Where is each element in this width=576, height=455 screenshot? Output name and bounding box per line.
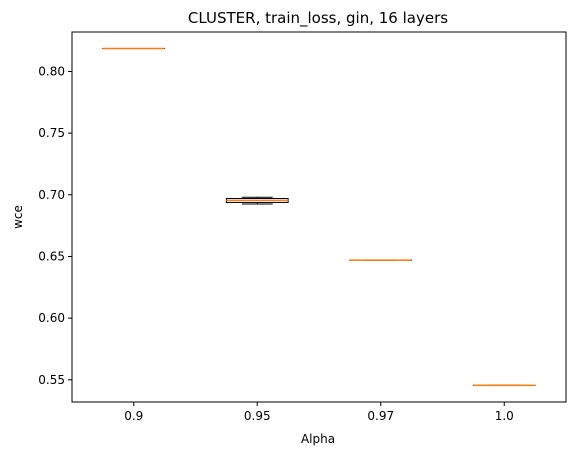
x-tick-label: 0.97 (367, 409, 394, 423)
x-tick-label: 1.0 (495, 409, 514, 423)
y-tick-label: 0.70 (38, 188, 65, 202)
y-tick-label: 0.65 (38, 249, 65, 263)
x-tick-label: 0.95 (244, 409, 271, 423)
box-0.95 (225, 196, 289, 205)
y-tick-label: 0.75 (38, 126, 65, 140)
x-tick-label: 0.9 (124, 409, 143, 423)
axes-frame (71, 31, 567, 403)
plot-area (102, 47, 536, 387)
y-axis-label: wce (11, 205, 25, 229)
chart-title: CLUSTER, train_loss, gin, 16 layers (188, 9, 448, 28)
y-tick-label: 0.80 (38, 64, 65, 78)
x-axis: 0.9 0.95 0.97 1.0 (124, 402, 514, 423)
x-axis-label: Alpha (301, 432, 335, 446)
y-tick-label: 0.55 (38, 373, 65, 387)
y-axis: 0.55 0.60 0.65 0.70 0.75 0.80 (38, 64, 72, 387)
y-tick-label: 0.60 (38, 311, 65, 325)
